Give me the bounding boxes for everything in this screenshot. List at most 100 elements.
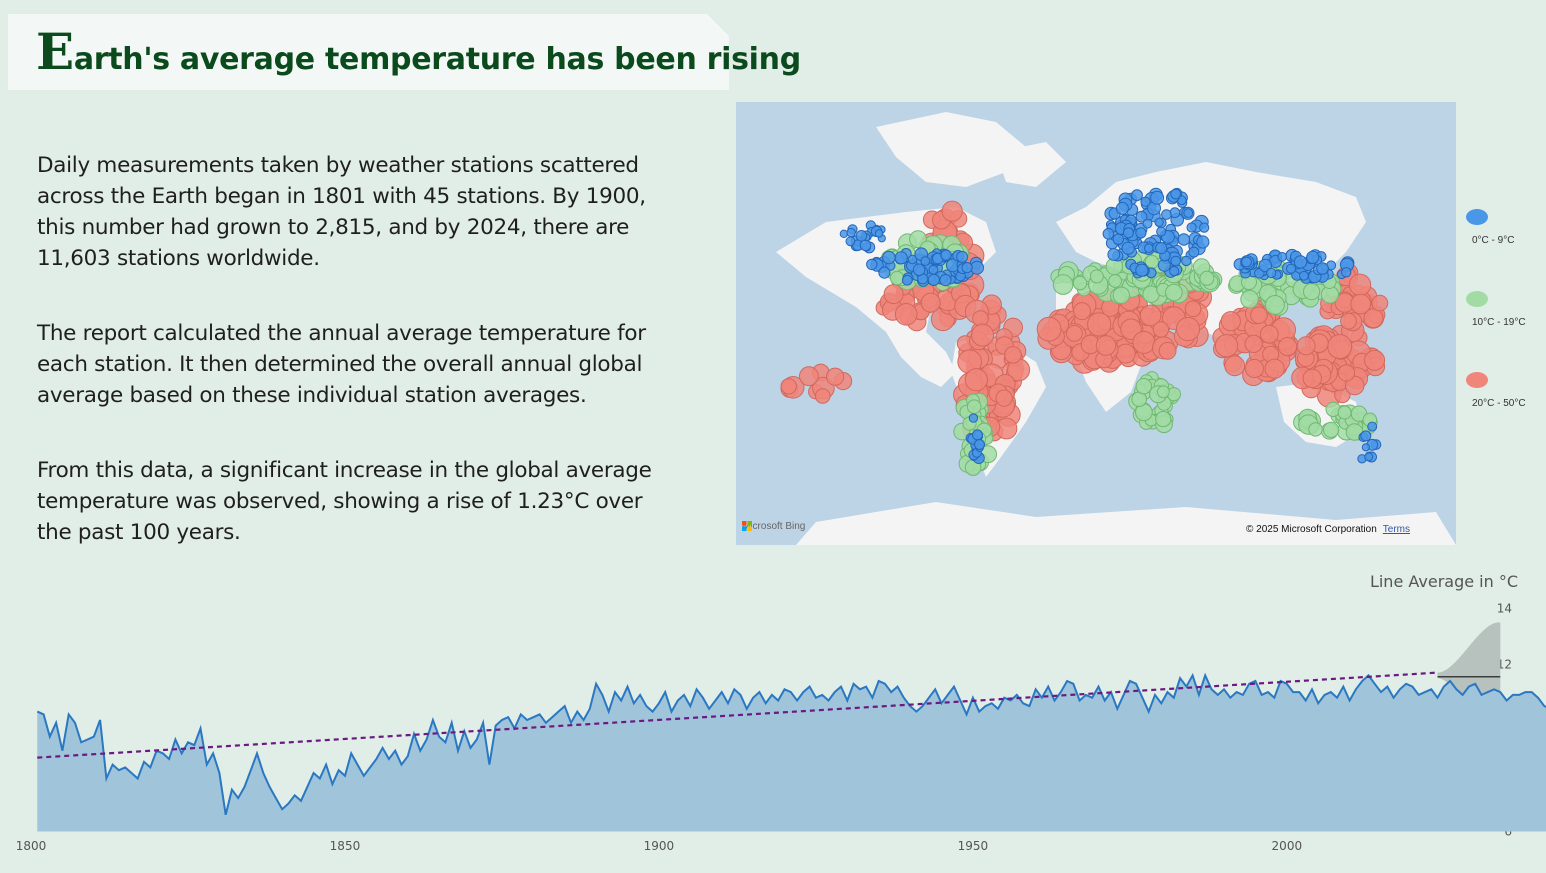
station-marker[interactable] (1277, 252, 1288, 262)
station-marker[interactable] (1340, 312, 1357, 330)
station-marker[interactable] (1132, 330, 1156, 354)
station-marker[interactable] (1266, 267, 1277, 279)
station-marker[interactable] (1177, 233, 1191, 246)
station-marker[interactable] (1337, 364, 1356, 382)
station-marker[interactable] (1316, 262, 1329, 275)
station-marker[interactable] (1323, 421, 1340, 438)
map-canvas[interactable] (736, 102, 1456, 545)
temperature-chart[interactable]: Line Average in °C 68101214 180018501900… (0, 560, 1546, 873)
station-marker[interactable] (1241, 256, 1252, 268)
station-marker[interactable] (780, 378, 797, 395)
station-marker[interactable] (1121, 241, 1135, 255)
station-marker[interactable] (920, 256, 931, 267)
station-marker[interactable] (1170, 255, 1182, 267)
station-marker[interactable] (1244, 358, 1265, 379)
station-marker[interactable] (1095, 335, 1117, 356)
station-marker[interactable] (971, 323, 995, 347)
station-marker[interactable] (1181, 255, 1192, 267)
station-marker[interactable] (1122, 227, 1134, 239)
station-marker[interactable] (1286, 263, 1297, 274)
station-marker[interactable] (1183, 208, 1194, 218)
station-marker[interactable] (1278, 337, 1298, 357)
station-marker[interactable] (1364, 349, 1386, 371)
station-marker[interactable] (1072, 275, 1088, 291)
station-marker[interactable] (1165, 283, 1183, 302)
station-marker[interactable] (1360, 430, 1372, 442)
station-marker[interactable] (901, 274, 913, 286)
station-marker[interactable] (799, 366, 819, 387)
station-marker[interactable] (1135, 378, 1152, 395)
station-marker[interactable] (1135, 227, 1147, 239)
station-marker[interactable] (1150, 190, 1165, 205)
station-marker[interactable] (1142, 218, 1153, 229)
station-marker[interactable] (956, 250, 969, 263)
station-marker[interactable] (874, 229, 884, 238)
station-marker[interactable] (1337, 405, 1352, 420)
station-marker[interactable] (1371, 294, 1389, 312)
station-marker[interactable] (1158, 341, 1177, 360)
station-marker[interactable] (1303, 283, 1321, 301)
station-marker[interactable] (1363, 308, 1384, 329)
station-marker[interactable] (968, 413, 979, 423)
station-marker[interactable] (1240, 289, 1259, 309)
station-marker[interactable] (1341, 267, 1352, 278)
station-marker[interactable] (927, 273, 940, 286)
station-marker[interactable] (883, 284, 904, 305)
station-marker[interactable] (1299, 270, 1309, 281)
station-marker[interactable] (1115, 343, 1136, 364)
station-marker[interactable] (1161, 209, 1172, 220)
station-marker[interactable] (1135, 210, 1148, 223)
station-marker[interactable] (1170, 188, 1182, 200)
station-marker[interactable] (882, 250, 896, 265)
station-marker[interactable] (1073, 302, 1091, 321)
station-marker[interactable] (966, 399, 982, 415)
station-marker[interactable] (1052, 274, 1074, 295)
station-marker[interactable] (1036, 316, 1062, 342)
station-marker[interactable] (1220, 311, 1241, 332)
station-marker[interactable] (894, 303, 918, 326)
station-marker[interactable] (1107, 248, 1121, 261)
station-marker[interactable] (845, 236, 856, 247)
station-marker[interactable] (1154, 217, 1164, 228)
station-marker[interactable] (846, 227, 856, 238)
station-marker[interactable] (995, 389, 1013, 407)
station-marker[interactable] (972, 429, 983, 441)
station-marker[interactable] (866, 258, 878, 271)
station-marker[interactable] (1308, 422, 1323, 437)
station-marker[interactable] (1112, 233, 1124, 245)
station-marker[interactable] (1214, 334, 1239, 358)
station-marker[interactable] (1156, 226, 1167, 237)
station-marker[interactable] (907, 254, 918, 265)
station-marker[interactable] (1350, 293, 1372, 315)
station-marker[interactable] (1169, 266, 1180, 277)
station-marker[interactable] (1188, 246, 1200, 258)
station-marker[interactable] (1296, 336, 1316, 356)
station-marker[interactable] (1364, 452, 1374, 462)
station-marker[interactable] (1004, 346, 1022, 364)
station-markers[interactable] (780, 187, 1389, 476)
station-marker[interactable] (1186, 222, 1197, 233)
station-marker[interactable] (1302, 368, 1322, 389)
station-marker[interactable] (1152, 321, 1170, 338)
station-marker[interactable] (839, 229, 849, 239)
station-marker[interactable] (1087, 312, 1112, 337)
station-marker[interactable] (1066, 325, 1083, 342)
station-marker[interactable] (912, 263, 926, 277)
station-marker[interactable] (1115, 201, 1129, 215)
station-marker[interactable] (855, 230, 868, 242)
station-marker[interactable] (1155, 242, 1168, 255)
station-marker[interactable] (1108, 274, 1123, 288)
station-marker[interactable] (1196, 235, 1210, 249)
station-marker[interactable] (1135, 263, 1149, 277)
station-marker[interactable] (1244, 334, 1263, 353)
station-marker[interactable] (1250, 306, 1268, 324)
station-marker[interactable] (1131, 189, 1143, 202)
station-marker[interactable] (1112, 286, 1130, 305)
station-marker[interactable] (1348, 273, 1372, 297)
station-marker[interactable] (1367, 421, 1378, 432)
station-marker[interactable] (1175, 316, 1201, 342)
station-marker[interactable] (814, 388, 831, 404)
station-marker[interactable] (1199, 270, 1215, 286)
station-marker[interactable] (961, 262, 973, 274)
station-marker[interactable] (1259, 324, 1279, 344)
